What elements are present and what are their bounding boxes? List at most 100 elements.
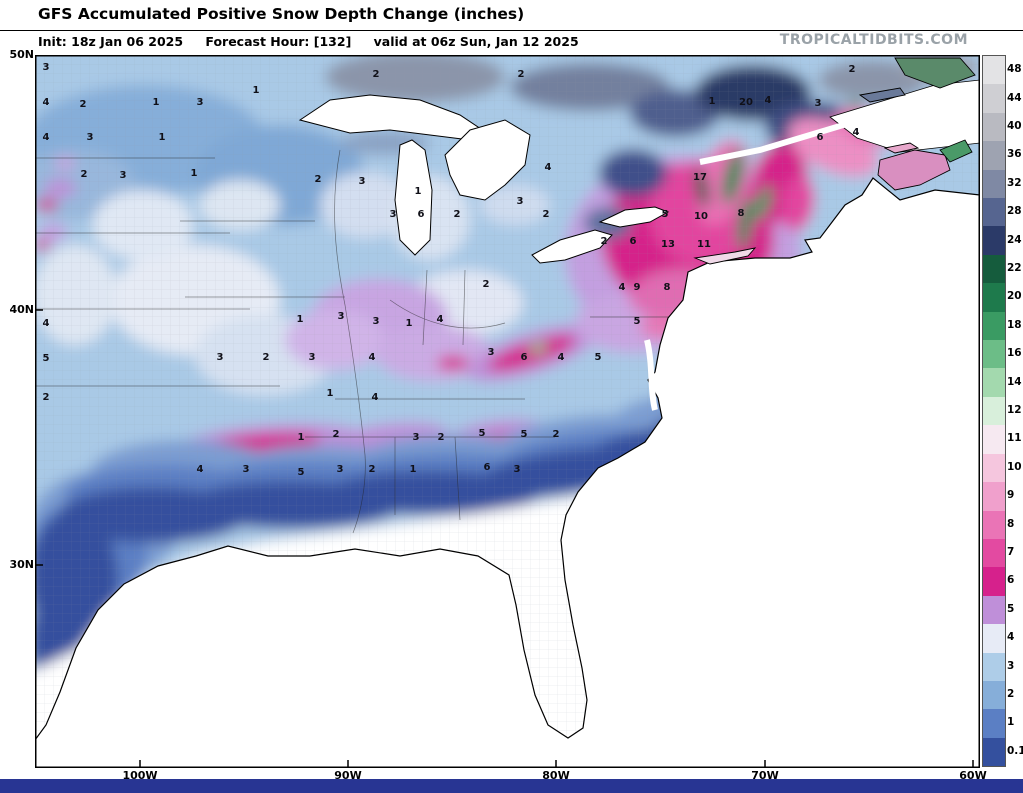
cape-breton <box>939 139 973 163</box>
colorbar-cell <box>983 141 1005 170</box>
map-value-label: 6 <box>484 462 491 473</box>
map-value-label: 3 <box>517 196 524 207</box>
colorbar-label: 1 <box>1007 716 1015 729</box>
forecast-meta: Init: 18z Jan 06 2025 Forecast Hour: [13… <box>38 34 597 49</box>
colorbar-labels: 48 44 40 36 32 28 24 22 20 18 16 14 12 11 10 9 8 7 6 5 4 3 2 1 0… <box>1007 55 1023 765</box>
maritime-islands <box>693 57 976 265</box>
colorbar-label: 40 <box>1007 120 1022 132</box>
map-value-label: 8 <box>738 208 745 219</box>
map-value-label: 2 <box>80 99 87 110</box>
map-value-label: 1 <box>191 168 198 179</box>
map-value-label: 3 <box>120 170 127 181</box>
map-value-label: 2 <box>369 464 376 475</box>
colorbar-label: 5 <box>1007 602 1015 615</box>
colorbar-label: 11 <box>1007 432 1022 445</box>
map-value-label: 2 <box>601 236 608 247</box>
header-divider <box>0 30 1023 31</box>
colorbar-cell <box>983 396 1005 426</box>
map-value-label: 20 <box>739 97 753 108</box>
colorbar-label: 12 <box>1007 404 1022 416</box>
map-value-label: 3 <box>514 464 521 475</box>
colorbar-cell <box>983 283 1005 312</box>
map-value-label: 1 <box>709 96 716 107</box>
newfoundland <box>894 57 976 89</box>
colorbar-cell <box>983 737 1005 767</box>
map-value-label: 1 <box>253 85 260 96</box>
map-value-label: 2 <box>483 279 490 290</box>
forecast-hour: Forecast Hour: [132] <box>205 34 352 49</box>
colorbar-label: 10 <box>1007 460 1022 473</box>
map-value-label: 4 <box>545 162 552 173</box>
long-island <box>693 247 757 265</box>
colorbar-cell <box>983 254 1005 284</box>
lake-huron <box>444 119 531 201</box>
map-value-label: 1 <box>297 314 304 325</box>
map-value-label: 2 <box>553 429 560 440</box>
map-value-label: 1 <box>415 186 422 197</box>
map-value-label: 4 <box>43 132 50 143</box>
map-value-label: 5 <box>662 209 669 220</box>
state-borders <box>35 149 680 534</box>
colorbar-label: 16 <box>1007 347 1022 360</box>
colorbar-cell <box>983 709 1005 738</box>
map-value-label: 1 <box>410 464 417 475</box>
map-value-label: 1 <box>159 132 166 143</box>
map-value-label: 2 <box>333 429 340 440</box>
longitude-label: 60W <box>959 769 987 782</box>
valid-time: valid at 06z Sun, Jan 12 2025 <box>373 34 579 49</box>
map-value-label: 3 <box>815 98 822 109</box>
colorbar-label: 32 <box>1007 176 1022 189</box>
map-value-label: 2 <box>81 169 88 180</box>
map-value-label: 3 <box>390 209 397 220</box>
latitude-label: 30N <box>9 558 34 571</box>
map-value-label: 4 <box>853 127 860 138</box>
map-value-label: 2 <box>849 64 856 75</box>
latitude-label: 40N <box>9 303 34 316</box>
colorbar-label: 44 <box>1007 91 1022 104</box>
map-value-label: 4 <box>43 97 50 108</box>
colorbar-cell <box>983 112 1005 142</box>
colorbar-label: 28 <box>1007 205 1022 218</box>
colorbar-cell <box>983 311 1005 341</box>
st-lawrence-river <box>699 114 871 165</box>
map-frame <box>35 55 980 768</box>
longitude-label: 90W <box>334 769 362 782</box>
map-value-label: 4 <box>558 352 565 363</box>
nova-scotia <box>877 149 951 191</box>
map-value-label: 5 <box>634 316 641 327</box>
coastline-ocean <box>35 177 980 768</box>
colorbar-cell <box>983 368 1005 397</box>
map-value-label: 4 <box>369 352 376 363</box>
map-value-label: 2 <box>43 392 50 403</box>
colorbar-cell <box>983 56 1005 85</box>
map-value-label: 4 <box>372 392 379 403</box>
map-value-label: 3 <box>337 464 344 475</box>
map-value-label: 4 <box>619 282 626 293</box>
map-value-label: 4 <box>437 314 444 325</box>
map-value-label: 3 <box>413 432 420 443</box>
colorbar-cell <box>983 226 1005 255</box>
colorbar-label: 8 <box>1007 517 1015 530</box>
map-value-label: 2 <box>438 432 445 443</box>
colorbar-cell <box>983 680 1005 710</box>
colorbar-cell <box>983 84 1005 113</box>
colorbar-cell <box>983 340 1005 369</box>
map-value-label: 5 <box>521 429 528 440</box>
map-value-label: 6 <box>418 209 425 220</box>
map-value-label: 5 <box>479 428 486 439</box>
map-value-label: 2 <box>518 69 525 80</box>
map-value-label: 2 <box>373 69 380 80</box>
longitude-label: 70W <box>751 769 779 782</box>
map-value-label: 3 <box>43 62 50 73</box>
colorbar-label: 14 <box>1007 375 1022 388</box>
colorbar-cell <box>983 425 1005 454</box>
map-value-label: 3 <box>243 464 250 475</box>
map-value-label: 5 <box>595 352 602 363</box>
map-value-label: 11 <box>697 239 711 250</box>
colorbar-cell <box>983 510 1005 539</box>
prince-edward-island <box>883 142 920 154</box>
colorbar-label: 7 <box>1007 546 1015 558</box>
map-value-label: 6 <box>630 236 637 247</box>
